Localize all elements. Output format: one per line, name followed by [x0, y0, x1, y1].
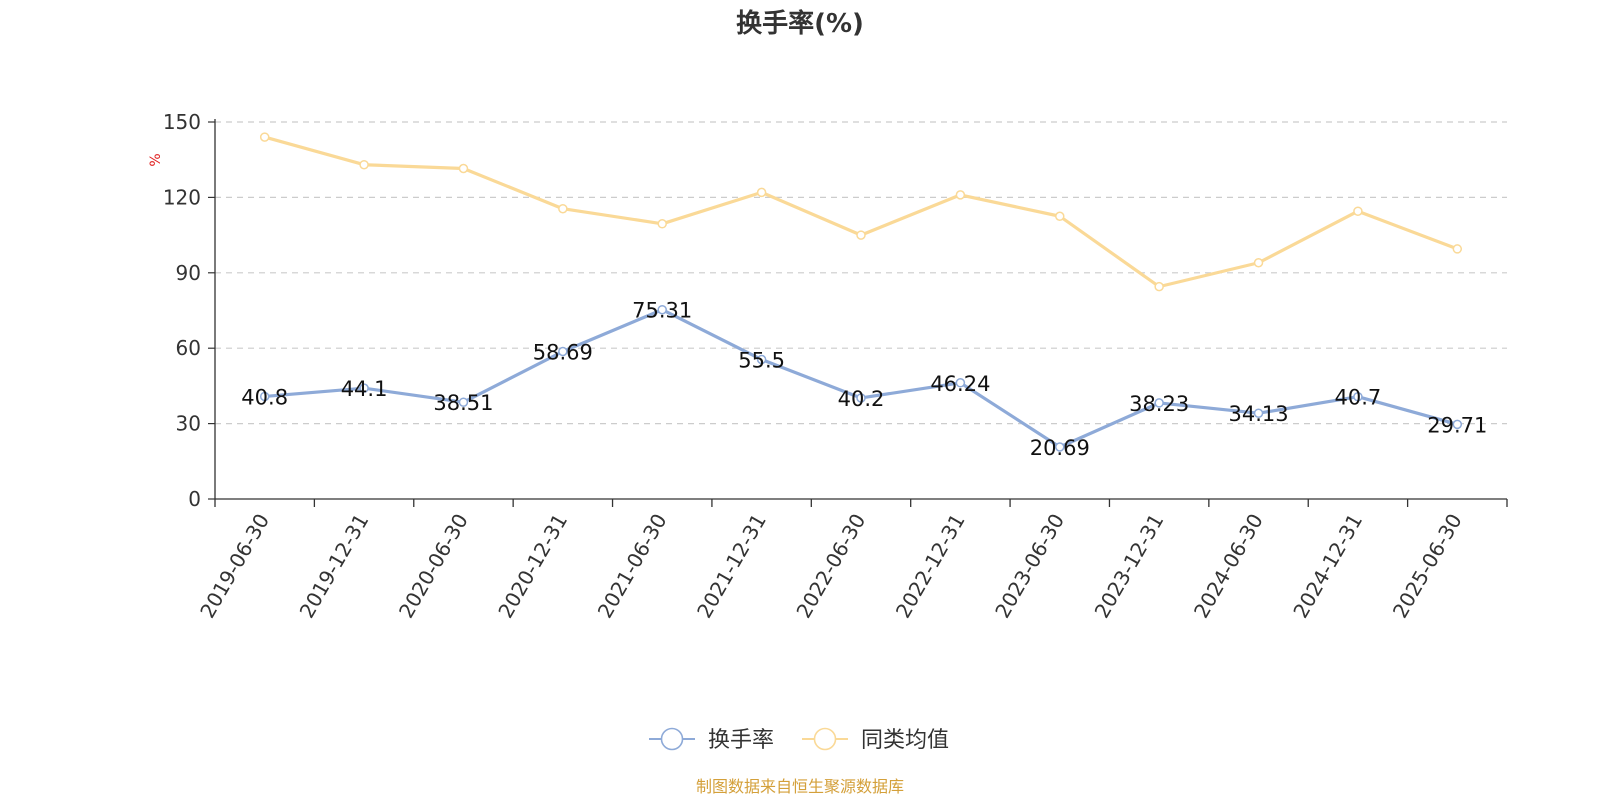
data-label: 55.5 — [738, 349, 785, 373]
x-tick-label: 2024-12-31 — [1288, 510, 1367, 623]
source-note: 制图数据来自恒生聚源数据库 — [696, 777, 904, 796]
data-point — [657, 219, 667, 229]
data-label: 34.13 — [1228, 402, 1288, 426]
data-point — [558, 346, 568, 357]
data-point — [1353, 391, 1363, 402]
data-label: 40.2 — [838, 387, 885, 411]
x-tick-label: 2023-12-31 — [1090, 510, 1169, 623]
legend-item[interactable]: 换手率 — [649, 727, 774, 753]
data-point — [1253, 257, 1264, 268]
data-point — [756, 187, 767, 198]
data-point — [955, 378, 966, 388]
y-tick-label: 150 — [163, 110, 201, 134]
data-point — [259, 391, 270, 402]
data-label: 20.69 — [1030, 436, 1090, 460]
y-axis-label: % — [148, 153, 164, 166]
y-tick-label: 120 — [163, 185, 201, 209]
data-point — [856, 393, 866, 403]
legend-label: 换手率 — [708, 728, 774, 753]
data-label: 38.23 — [1129, 392, 1189, 416]
x-tick-label: 2019-12-31 — [295, 510, 374, 623]
y-tick-label: 90 — [176, 261, 201, 285]
legend[interactable]: 换手率 同类均值 — [649, 727, 949, 753]
data-label: 75.31 — [632, 299, 692, 323]
legend-marker-icon — [660, 727, 684, 751]
data-point — [1055, 442, 1065, 452]
legend-marker-icon — [813, 727, 837, 751]
data-point — [1253, 408, 1264, 418]
x-tick-label: 2023-06-30 — [990, 510, 1069, 623]
data-point — [1154, 281, 1164, 292]
data-point — [1353, 206, 1363, 216]
x-tick-label: 2025-06-30 — [1388, 510, 1467, 623]
x-tick-label: 2021-06-30 — [593, 510, 672, 623]
data-point — [1154, 398, 1164, 408]
y-tick-label: 0 — [188, 487, 201, 511]
x-tick-label: 2019-06-30 — [195, 510, 274, 623]
data-label: 40.7 — [1335, 386, 1382, 410]
x-tick-label: 2024-06-30 — [1189, 510, 1268, 623]
series-group — [259, 132, 1463, 452]
data-point — [259, 132, 270, 142]
x-tick-label: 2020-12-31 — [493, 510, 572, 623]
x-tick-label: 2022-12-31 — [891, 510, 970, 623]
data-labels: 40.8 44.1 38.51 58.69 75.31 55.5 40.2 46.24 20.6… — [241, 299, 1487, 460]
data-point — [458, 163, 469, 174]
data-point — [558, 203, 568, 214]
legend-label: 同类均值 — [861, 728, 949, 753]
data-label: 40.8 — [241, 385, 288, 409]
data-label: 38.51 — [433, 391, 493, 415]
series-line — [264, 135, 1458, 289]
data-point — [856, 230, 866, 240]
data-point — [359, 159, 369, 170]
data-label: 29.71 — [1427, 413, 1487, 437]
x-tick-label: 2020-06-30 — [394, 510, 473, 623]
y-tick-label: 30 — [176, 412, 201, 436]
data-point — [1055, 211, 1065, 221]
chart-title: 换手率(%) — [736, 8, 864, 39]
data-label: 58.69 — [533, 340, 593, 364]
data-point — [1452, 419, 1463, 430]
data-label: 44.1 — [341, 377, 388, 401]
data-point — [458, 397, 469, 407]
data-point — [657, 304, 667, 315]
data-point — [756, 354, 767, 365]
series-line — [264, 308, 1458, 449]
x-tick-label: 2022-06-30 — [791, 510, 870, 623]
y-tick-label: 60 — [176, 336, 201, 360]
data-point — [359, 383, 369, 393]
data-point — [1452, 244, 1463, 254]
data-label: 46.24 — [930, 372, 990, 396]
legend-item[interactable]: 同类均值 — [802, 727, 949, 753]
axes: 0 30 60 90 120 150 2019-06-30 2019-12-31 2020-06… — [163, 110, 1508, 623]
data-point — [955, 190, 966, 200]
x-tick-label: 2021-12-31 — [692, 510, 771, 623]
